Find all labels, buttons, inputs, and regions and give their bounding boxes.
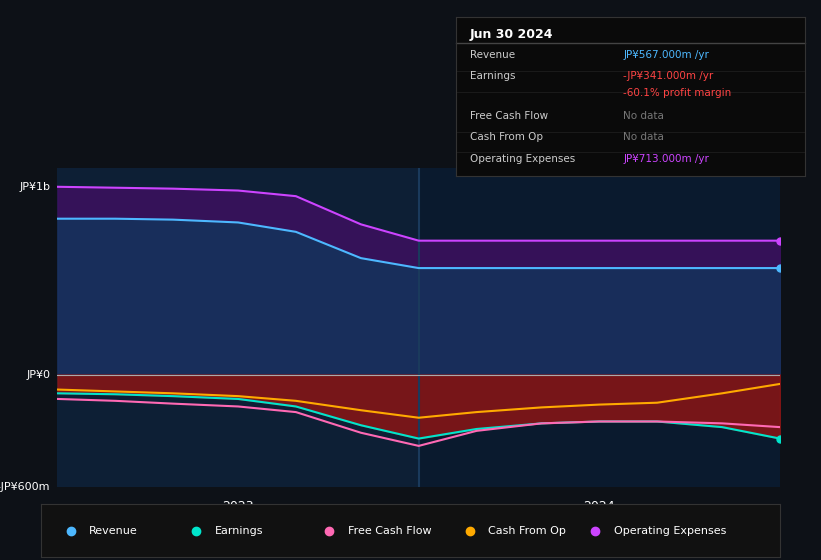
Text: -JP¥600m: -JP¥600m (0, 482, 50, 492)
Text: 2024: 2024 (584, 500, 615, 514)
Text: JP¥1b: JP¥1b (19, 182, 50, 192)
Point (773, 264, 787, 273)
Point (773, 434, 787, 443)
Text: JP¥567.000m /yr: JP¥567.000m /yr (623, 50, 709, 60)
Bar (419, 168, 780, 487)
Text: No data: No data (623, 111, 664, 121)
Text: JP¥713.000m /yr: JP¥713.000m /yr (623, 154, 709, 164)
Text: Free Cash Flow: Free Cash Flow (470, 111, 548, 121)
Text: JP¥0: JP¥0 (26, 370, 50, 380)
Text: Revenue: Revenue (470, 50, 515, 60)
Text: No data: No data (623, 132, 664, 142)
Text: Cash From Op: Cash From Op (470, 132, 543, 142)
Text: Free Cash Flow: Free Cash Flow (348, 526, 431, 535)
Text: -60.1% profit margin: -60.1% profit margin (623, 88, 732, 99)
Text: -JP¥341.000m /yr: -JP¥341.000m /yr (623, 71, 713, 81)
Text: Earnings: Earnings (470, 71, 515, 81)
Text: Cash From Op: Cash From Op (488, 526, 566, 535)
Text: Jun 30 2024: Jun 30 2024 (470, 28, 553, 41)
Text: Earnings: Earnings (215, 526, 264, 535)
Text: Operating Expenses: Operating Expenses (613, 526, 726, 535)
Text: 2023: 2023 (222, 500, 254, 514)
Text: Operating Expenses: Operating Expenses (470, 154, 575, 164)
Point (773, 236, 787, 245)
Text: Revenue: Revenue (89, 526, 138, 535)
